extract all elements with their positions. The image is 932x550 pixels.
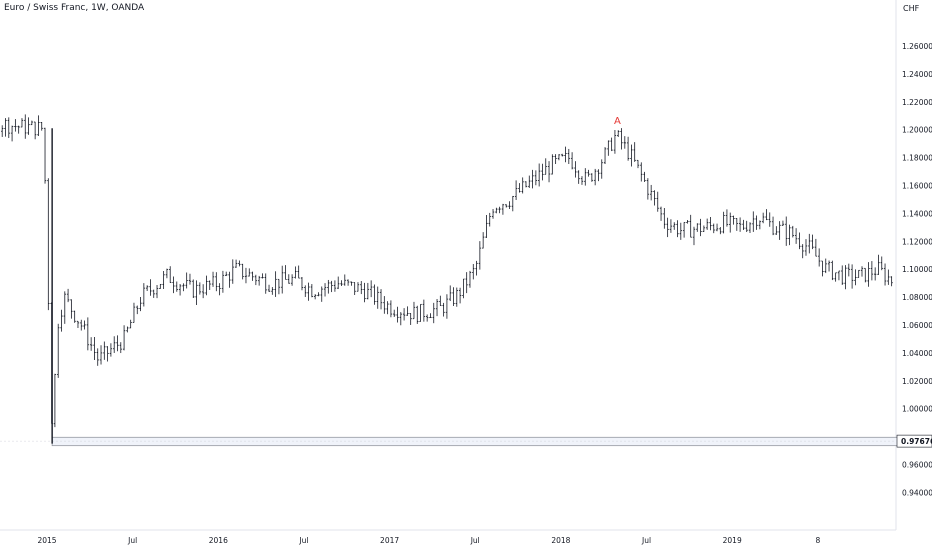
wave-label-A: A [614, 116, 621, 127]
time-tick-label: Jul [470, 536, 480, 545]
price-tick-label: 1.10000 [902, 265, 932, 274]
time-tick-label: 2016 [209, 536, 228, 545]
wave-labels: AabcBC [614, 116, 621, 127]
price-axis[interactable]: 1.26000 1.24000 1.22000 1.20000 1.18000 1.160… [896, 42, 932, 497]
current-price-label: 0.97676 [901, 437, 932, 446]
support-zone-layer [0, 436, 932, 447]
price-tick-label: 1.02000 [902, 377, 932, 386]
time-tick-label: 8 [815, 536, 820, 545]
grid [0, 0, 897, 531]
price-tick-label: 1.26000 [902, 42, 932, 51]
price-tick-label: 1.22000 [902, 98, 932, 107]
price-tick-label: 0.96000 [902, 461, 932, 470]
time-tick-label: 2017 [380, 536, 399, 545]
price-tick-label: 1.16000 [902, 182, 932, 191]
price-tick-label: 0.94000 [902, 488, 932, 497]
time-tick-label: Jul [641, 536, 651, 545]
price-bars [0, 114, 893, 444]
price-tick-label: 1.18000 [902, 154, 932, 163]
price-tick-label: 1.12000 [902, 237, 932, 246]
price-tick-label: 1.06000 [902, 321, 932, 330]
support-zone [51, 436, 932, 447]
price-tick-label: 1.04000 [902, 349, 932, 358]
current-price-tag [896, 434, 932, 448]
symbol-title: Euro / Swiss Franc, 1W, OANDA [4, 3, 145, 13]
time-tick-label: 2015 [37, 536, 56, 545]
time-tick-label: Jul [127, 536, 137, 545]
price-tick-label: 1.24000 [902, 70, 932, 79]
time-tick-label: 2018 [551, 536, 570, 545]
currency-label: CHF [903, 4, 920, 13]
price-tick-label: 1.08000 [902, 293, 932, 302]
time-tick-label: 2019 [723, 536, 742, 545]
time-axis[interactable]: 2015 Jul 2016 Jul 2017 Jul 2018 Jul 2019 8 [37, 536, 820, 545]
time-tick-label: Jul [298, 536, 308, 545]
price-tick-label: 1.20000 [902, 126, 932, 135]
price-tick-label: 1.00000 [902, 405, 932, 414]
price-tick-label: 1.14000 [902, 209, 932, 218]
